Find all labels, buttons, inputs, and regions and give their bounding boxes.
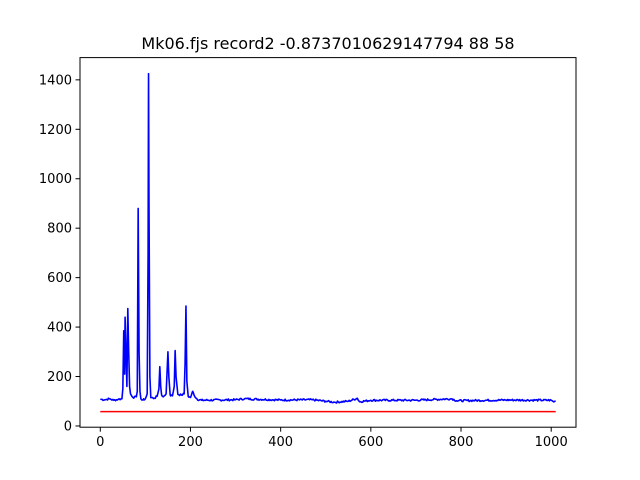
plot-area <box>100 72 556 413</box>
y-tick-label: 0 <box>64 419 72 434</box>
axes-frame <box>79 57 577 428</box>
y-tick-label: 600 <box>47 271 72 286</box>
chart-title: Mk06.fjs record2 -0.8737010629147794 88 … <box>141 34 514 53</box>
y-tick-label: 1200 <box>39 123 72 138</box>
y-tick-label: 800 <box>47 222 72 237</box>
x-tick-label: 600 <box>358 435 383 450</box>
series-line-1 <box>100 72 556 404</box>
x-tick-label: 200 <box>178 435 203 450</box>
y-tick-label: 1000 <box>39 172 72 187</box>
y-tick-label: 400 <box>47 321 72 336</box>
x-tick-label: 800 <box>449 435 474 450</box>
y-tick-label: 1400 <box>39 73 72 88</box>
y-tick-label: 200 <box>47 370 72 385</box>
x-tick-label: 1000 <box>535 435 568 450</box>
x-tick-label: 400 <box>268 435 293 450</box>
x-tick-label: 0 <box>96 435 104 450</box>
axes: 0 200 400 600 800 1000 0 200 400 600 800 1000 1200 14… <box>39 57 577 450</box>
